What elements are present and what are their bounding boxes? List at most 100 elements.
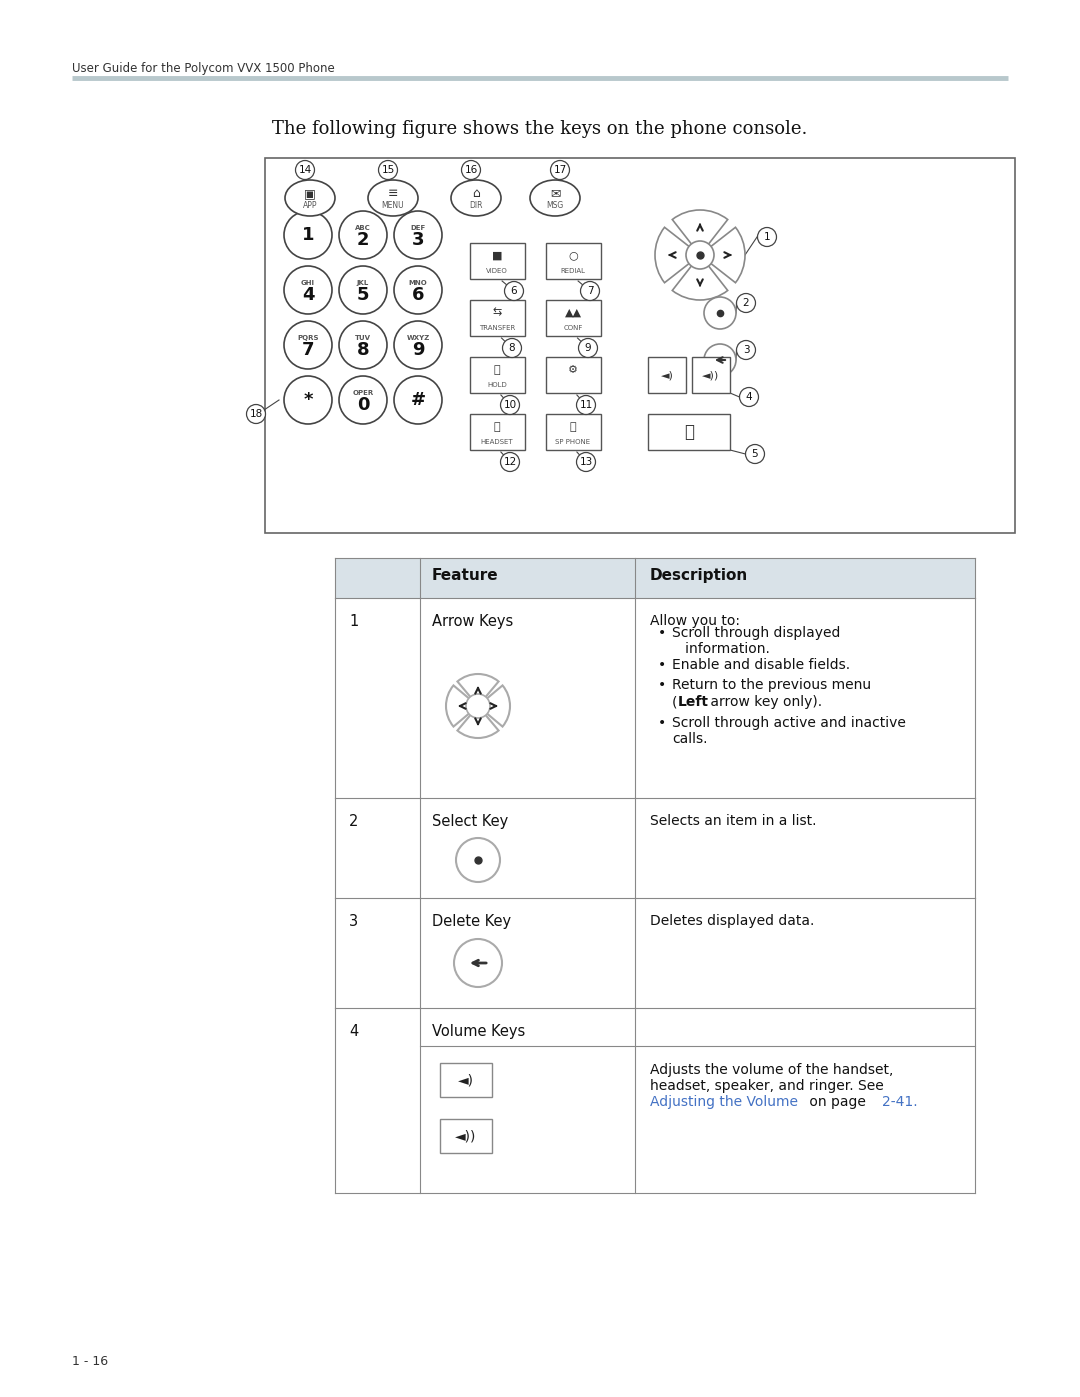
Circle shape <box>500 453 519 472</box>
Text: 3: 3 <box>743 345 750 355</box>
Text: ▣: ▣ <box>305 187 315 200</box>
Text: ◄): ◄) <box>661 370 674 380</box>
Circle shape <box>284 211 332 258</box>
Text: calls.: calls. <box>672 732 707 746</box>
Circle shape <box>339 211 387 258</box>
Text: •: • <box>658 626 666 640</box>
Text: 6: 6 <box>511 286 517 296</box>
Text: 7: 7 <box>586 286 593 296</box>
Text: Selects an item in a list.: Selects an item in a list. <box>650 814 816 828</box>
Text: 9: 9 <box>584 344 592 353</box>
Wedge shape <box>458 705 499 738</box>
Bar <box>648 414 730 450</box>
Wedge shape <box>458 673 499 705</box>
Text: Left: Left <box>678 694 708 710</box>
Bar <box>440 1063 492 1097</box>
Text: Allow you to:: Allow you to: <box>650 615 740 629</box>
Wedge shape <box>672 210 728 256</box>
Text: 11: 11 <box>579 400 593 409</box>
Text: ✉: ✉ <box>550 187 561 200</box>
Text: Adjusting the Volume: Adjusting the Volume <box>650 1095 798 1109</box>
Text: Arrow Keys: Arrow Keys <box>432 615 513 629</box>
Text: 10: 10 <box>503 400 516 409</box>
Bar <box>692 358 730 393</box>
Text: Scroll through displayed: Scroll through displayed <box>672 626 840 640</box>
Circle shape <box>454 939 502 988</box>
Text: 4: 4 <box>745 393 753 402</box>
Circle shape <box>581 282 599 300</box>
Text: ⌂: ⌂ <box>472 187 480 200</box>
Text: on page: on page <box>805 1095 870 1109</box>
Text: *: * <box>303 391 313 409</box>
Text: 📢: 📢 <box>569 422 577 432</box>
Text: •: • <box>658 717 666 731</box>
Circle shape <box>394 321 442 369</box>
Text: 15: 15 <box>381 165 394 175</box>
Circle shape <box>686 242 714 270</box>
Text: 6: 6 <box>411 286 424 305</box>
Text: 14: 14 <box>298 165 312 175</box>
Circle shape <box>500 395 519 415</box>
Text: 8: 8 <box>356 341 369 359</box>
Text: ABC: ABC <box>355 225 370 232</box>
Text: •: • <box>658 678 666 692</box>
Text: The following figure shows the keys on the phone console.: The following figure shows the keys on t… <box>272 120 808 138</box>
Bar <box>470 300 525 337</box>
Text: Enable and disable fields.: Enable and disable fields. <box>672 658 850 672</box>
Text: 5: 5 <box>752 448 758 460</box>
Text: 1: 1 <box>764 232 770 242</box>
Text: JKL: JKL <box>356 281 369 286</box>
Text: MSG: MSG <box>546 201 564 211</box>
Text: arrow key only).: arrow key only). <box>706 694 822 710</box>
Text: Feature: Feature <box>432 569 499 583</box>
Text: Delete Key: Delete Key <box>432 914 511 929</box>
Circle shape <box>339 265 387 314</box>
Text: ◄): ◄) <box>458 1073 474 1087</box>
Circle shape <box>284 321 332 369</box>
Text: Deletes displayed data.: Deletes displayed data. <box>650 914 814 928</box>
Ellipse shape <box>530 180 580 217</box>
Text: MNO: MNO <box>408 281 428 286</box>
Text: WXYZ: WXYZ <box>406 335 430 341</box>
Text: information.: information. <box>672 643 770 657</box>
Text: TUV: TUV <box>355 335 372 341</box>
Text: 5: 5 <box>356 286 369 305</box>
Text: REDIAL: REDIAL <box>561 268 585 274</box>
Text: 1: 1 <box>301 226 314 244</box>
Bar <box>545 358 600 393</box>
Text: CONF: CONF <box>564 326 583 331</box>
Circle shape <box>745 444 765 464</box>
Wedge shape <box>446 686 478 726</box>
Text: 1: 1 <box>349 615 359 629</box>
Text: Return to the previous menu: Return to the previous menu <box>672 678 872 692</box>
Circle shape <box>577 453 595 472</box>
Text: Adjusts the volume of the handset,: Adjusts the volume of the handset, <box>650 1063 893 1077</box>
Text: 18: 18 <box>249 409 262 419</box>
Text: 8: 8 <box>509 344 515 353</box>
Circle shape <box>394 211 442 258</box>
Text: 2-41.: 2-41. <box>882 1095 918 1109</box>
Text: ○: ○ <box>568 250 578 261</box>
Text: 4: 4 <box>349 1024 359 1039</box>
Bar <box>545 414 600 450</box>
Text: 🎧: 🎧 <box>494 422 500 432</box>
Text: ⚙: ⚙ <box>568 365 578 374</box>
Bar <box>440 1119 492 1153</box>
Circle shape <box>461 161 481 179</box>
Circle shape <box>339 321 387 369</box>
Text: Scroll through active and inactive: Scroll through active and inactive <box>672 717 906 731</box>
Text: ≡: ≡ <box>388 187 399 200</box>
Text: SP PHONE: SP PHONE <box>555 439 591 446</box>
Circle shape <box>740 387 758 407</box>
Bar <box>648 358 686 393</box>
Wedge shape <box>672 256 728 300</box>
Text: 16: 16 <box>464 165 477 175</box>
Bar <box>335 557 975 598</box>
Bar <box>335 898 975 1009</box>
Text: 9: 9 <box>411 341 424 359</box>
Text: 7: 7 <box>301 341 314 359</box>
Circle shape <box>737 293 756 313</box>
Text: APP: APP <box>302 201 318 211</box>
Text: 13: 13 <box>579 457 593 467</box>
Circle shape <box>339 376 387 425</box>
